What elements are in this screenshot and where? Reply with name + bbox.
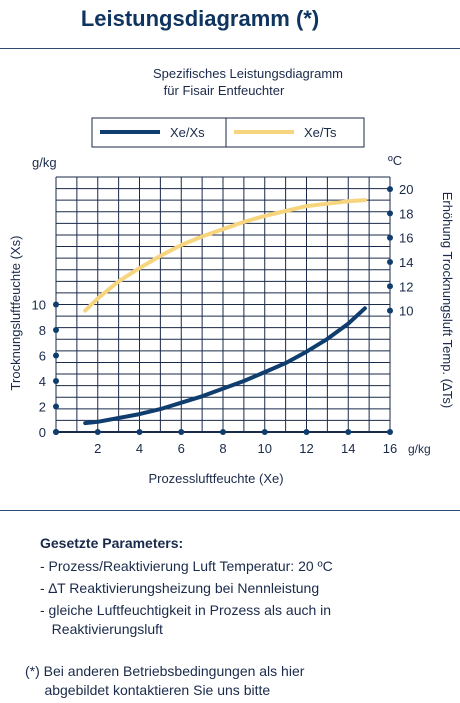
right-tick-label: 10 xyxy=(399,304,413,319)
left-tick-label: 10 xyxy=(32,298,46,313)
x-tick-label: 10 xyxy=(258,441,272,456)
left-tick-marker xyxy=(53,403,59,410)
x-tick-marker xyxy=(261,429,268,435)
right-axis-unit: ºC xyxy=(388,153,402,168)
top-divider xyxy=(0,48,460,49)
right-tick-label: 12 xyxy=(399,279,413,294)
chart-ticks: 2 4 6 8 10 12 14 16 0 2 4 6 8 10 10 12 14 16 18 20 xyxy=(32,182,414,456)
left-tick-label: 6 xyxy=(39,349,46,364)
left-tick-marker xyxy=(53,429,59,435)
left-tick-label: 4 xyxy=(39,374,46,389)
parameters-heading: Gesetzte Parameters: xyxy=(40,535,184,551)
parameters-list: - Prozess/Reaktivierung Luft Temperatur:… xyxy=(40,557,440,642)
left-tick-label: 0 xyxy=(39,425,46,440)
left-tick-marker xyxy=(53,327,59,333)
right-axis-title: Erhöhung Trocknungsluft Temp. (∆Ts) xyxy=(440,192,455,409)
left-tick-label: 2 xyxy=(39,400,46,415)
x-tick-marker xyxy=(136,429,143,435)
middle-divider xyxy=(0,510,460,511)
series-line-xe-ts xyxy=(83,198,367,313)
right-tick-label: 16 xyxy=(399,231,413,246)
footnote: (*) Bei anderen Betriebsbedingungen als … xyxy=(25,663,305,698)
x-tick-label: 4 xyxy=(136,441,143,456)
x-tick-marker xyxy=(303,429,310,435)
parameter-item: - gleiche Luftfeuchtigkeit in Prozess al… xyxy=(40,602,332,637)
chart-title-line-1: Spezifisches Leistungsdiagramm xyxy=(153,66,343,81)
left-axis-title: Trocknungsluftfeuchte (Xs) xyxy=(8,236,23,391)
parameter-item: - ∆T Reaktivierungsheizung bei Nennleist… xyxy=(40,580,320,596)
right-tick-marker xyxy=(387,210,393,217)
x-tick-marker xyxy=(345,429,352,435)
right-tick-marker xyxy=(387,307,393,314)
x-tick-marker xyxy=(387,429,393,435)
x-axis-unit: g/kg xyxy=(408,442,431,456)
performance-chart: Spezifisches Leistungsdiagramm für Fisai… xyxy=(8,66,455,486)
x-tick-marker xyxy=(178,429,185,435)
x-tick-label: 6 xyxy=(178,441,185,456)
x-tick-label: 12 xyxy=(299,441,313,456)
legend-label-xe-ts: Xe/Ts xyxy=(304,125,337,140)
right-tick-label: 14 xyxy=(399,255,413,270)
x-tick-marker xyxy=(220,429,226,435)
legend: Xe/Xs Xe/Ts xyxy=(91,117,365,148)
chart-title-line-2: für Fisair Entfeuchter xyxy=(164,83,285,98)
left-tick-marker xyxy=(53,352,59,359)
right-tick-label: 20 xyxy=(399,182,413,197)
left-axis-unit: g/kg xyxy=(32,155,57,170)
right-tick-label: 18 xyxy=(399,206,413,221)
x-tick-label: 8 xyxy=(219,441,226,456)
x-tick-marker xyxy=(94,429,101,435)
right-tick-marker xyxy=(387,259,393,265)
x-tick-label: 2 xyxy=(94,441,101,456)
x-axis-title: Prozessluftfeuchte (Xe) xyxy=(148,471,283,486)
right-tick-marker xyxy=(387,186,393,193)
page-title: Leistungsdiagramm (*) xyxy=(80,6,320,31)
chart-series xyxy=(83,198,367,426)
right-tick-marker xyxy=(387,283,393,290)
x-tick-label: 16 xyxy=(383,441,397,456)
left-tick-label: 8 xyxy=(39,323,46,338)
x-tick-label: 14 xyxy=(341,441,355,456)
parameter-item: - Prozess/Reaktivierung Luft Temperatur:… xyxy=(40,558,333,574)
series-line-xe-xs xyxy=(83,306,367,426)
legend-label-xe-xs: Xe/Xs xyxy=(170,125,205,140)
left-tick-marker xyxy=(53,378,59,384)
right-tick-marker xyxy=(387,234,393,241)
chart-grid xyxy=(55,176,391,433)
left-tick-marker xyxy=(53,301,59,308)
